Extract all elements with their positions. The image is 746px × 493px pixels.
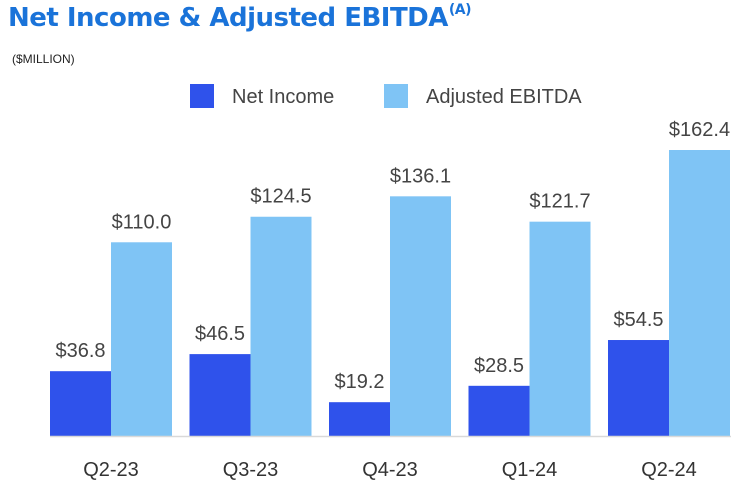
unit-label: ($MILLION) — [12, 52, 75, 66]
x-tick-label-q2-23: Q2-23 — [83, 459, 139, 481]
x-tick-label-q4-23: Q4-23 — [362, 459, 418, 481]
title-footnote-marker: (A) — [448, 2, 472, 18]
chart-bars — [50, 150, 730, 436]
bar-net-income-q3-23 — [189, 354, 251, 436]
x-tick-label-q3-23: Q3-23 — [223, 459, 279, 481]
chart-title: Net Income & Adjusted EBITDA(A) — [8, 2, 472, 33]
bar-net-income-q1-24 — [468, 385, 530, 436]
bar-adjusted-ebitda-q2-24 — [669, 150, 730, 436]
legend-label-adjusted-ebitda: Adjusted EBITDA — [426, 86, 582, 108]
value-label-net-income-q2-23: $36.8 — [55, 340, 105, 362]
chart-legend: Net Income Adjusted EBITDA — [190, 84, 582, 108]
legend-swatch-net-income — [190, 84, 214, 108]
legend-swatch-adjusted-ebitda — [384, 84, 408, 108]
x-tick-label-q1-24: Q1-24 — [502, 459, 558, 481]
value-label-adjusted-ebitda-q1-24: $121.7 — [529, 191, 590, 213]
bar-adjusted-ebitda-q3-23 — [250, 216, 312, 436]
value-label-net-income-q2-24: $54.5 — [613, 309, 663, 331]
value-label-net-income-q1-24: $28.5 — [474, 355, 524, 377]
bar-net-income-q2-23 — [50, 371, 111, 436]
bar-adjusted-ebitda-q4-23 — [390, 196, 451, 436]
bar-adjusted-ebitda-q1-24 — [529, 221, 591, 436]
x-tick-label-q2-24: Q2-24 — [641, 459, 697, 481]
value-label-net-income-q4-23: $19.2 — [334, 371, 384, 393]
value-label-net-income-q3-23: $46.5 — [195, 323, 245, 345]
bar-adjusted-ebitda-q2-23 — [111, 242, 172, 436]
chart-title-text: Net Income & Adjusted EBITDA — [8, 3, 448, 33]
bar-net-income-q2-24 — [608, 340, 669, 436]
value-label-adjusted-ebitda-q2-23: $110.0 — [112, 211, 172, 233]
chart-value-labels: $36.8 $110.0 $46.5 $124.5 $19.2 $136.1 $28.5 $1… — [55, 119, 730, 393]
value-label-adjusted-ebitda-q4-23: $136.1 — [390, 165, 451, 187]
value-label-adjusted-ebitda-q2-24: $162.4 — [669, 119, 730, 141]
bar-net-income-q4-23 — [329, 402, 390, 436]
value-label-adjusted-ebitda-q3-23: $124.5 — [250, 186, 311, 208]
legend-label-net-income: Net Income — [232, 86, 334, 108]
x-axis-tick-labels: Q2-23 Q3-23 Q4-23 Q1-24 Q2-24 — [83, 459, 697, 481]
